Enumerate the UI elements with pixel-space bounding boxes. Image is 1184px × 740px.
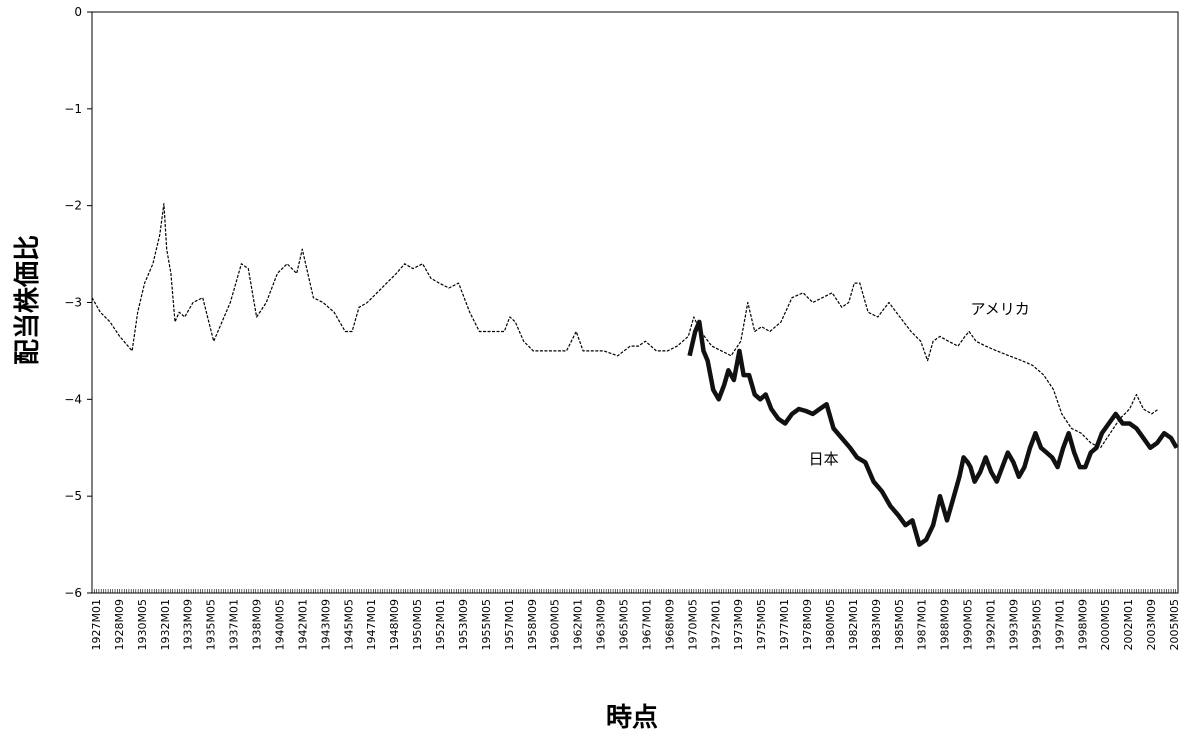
x-tick-label: 1927M01 xyxy=(90,599,103,650)
x-tick-label: 1942M01 xyxy=(296,599,309,650)
x-tick-label: 1997M01 xyxy=(1053,599,1066,650)
x-tick-label: 1987M01 xyxy=(916,599,929,650)
y-tick-label: 0 xyxy=(74,5,82,19)
x-tick-label: 1967M01 xyxy=(641,599,654,650)
x-tick-label: 1963M09 xyxy=(595,599,608,650)
x-tick-label: 1933M09 xyxy=(182,599,195,650)
x-tick-label: 1932M01 xyxy=(159,599,172,650)
series-lines xyxy=(92,204,1177,545)
x-tick-label: 1938M09 xyxy=(251,599,264,650)
x-tick-label: 1973M09 xyxy=(732,599,745,650)
x-tick-label: 1995M05 xyxy=(1030,599,1043,650)
x-tick-label: 1930M05 xyxy=(136,599,149,650)
x-tick-label: 2005M05 xyxy=(1168,599,1181,650)
x-tick-label: 1937M01 xyxy=(228,599,241,650)
x-tick-label: 1957M01 xyxy=(503,599,516,650)
x-tick-label: 1982M01 xyxy=(847,599,860,650)
y-tick-label: −3 xyxy=(64,296,82,310)
x-tick-label: 1978M09 xyxy=(801,599,814,650)
x-tick-label: 1980M05 xyxy=(824,599,837,650)
series-label-0: アメリカ xyxy=(971,300,1030,318)
x-tick-label: 2003M09 xyxy=(1145,599,1158,650)
x-tick-label: 1970M05 xyxy=(686,599,699,650)
series-label-1: 日本 xyxy=(809,450,839,468)
x-tick-label: 1950M05 xyxy=(411,599,424,650)
x-tick-label: 1968M09 xyxy=(663,599,676,650)
y-tick-label: −4 xyxy=(64,392,82,406)
y-axis: 0 −1 −2 −3 −4 −5 −6 xyxy=(64,5,92,600)
x-tick-label: 1988M09 xyxy=(939,599,952,650)
x-tick-label: 1958M09 xyxy=(526,599,539,650)
x-tick-label: 1960M05 xyxy=(549,599,562,650)
x-tick-label: 1983M09 xyxy=(870,599,883,650)
x-tick-label: 1992M01 xyxy=(985,599,998,650)
x-tick-label: 1990M05 xyxy=(962,599,975,650)
x-tick-label: 1948M09 xyxy=(388,599,401,650)
x-tick-label: 1943M09 xyxy=(319,599,332,650)
x-tick-label: 1977M01 xyxy=(778,599,791,650)
x-tick-label: 1972M01 xyxy=(709,599,722,650)
x-tick-label: 1947M01 xyxy=(365,599,378,650)
x-tick-label: 2002M01 xyxy=(1122,599,1135,650)
y-tick-label: −6 xyxy=(64,586,82,600)
x-tick-label: 1993M09 xyxy=(1007,599,1020,650)
x-tick-label: 1962M01 xyxy=(572,599,585,650)
x-tick-label: 1953M09 xyxy=(457,599,470,650)
y-axis-title: 配当株価比 xyxy=(13,235,43,365)
x-axis-title: 時点 xyxy=(606,702,658,733)
x-axis: 1927M01 1928M09 1930M05 1932M01 1933M09 1935M… xyxy=(90,589,1181,650)
y-tick-label: −5 xyxy=(64,489,82,503)
y-tick-label: −2 xyxy=(64,199,82,213)
series-line-1 xyxy=(690,322,1177,545)
x-tick-label: 1935M05 xyxy=(205,599,218,650)
x-tick-label: 1945M05 xyxy=(342,599,355,650)
x-tick-label: 1985M05 xyxy=(893,599,906,650)
x-tick-label: 1955M05 xyxy=(480,599,493,650)
x-tick-label: 1952M01 xyxy=(434,599,447,650)
y-tick-label: −1 xyxy=(64,102,82,116)
x-tick-label: 1928M09 xyxy=(113,599,126,650)
x-tick-label: 1965M05 xyxy=(618,599,631,650)
series-line-0 xyxy=(92,204,1159,448)
x-tick-label: 2000M05 xyxy=(1099,599,1112,650)
x-tick-label: 1975M05 xyxy=(755,599,768,650)
x-tick-label: 1998M09 xyxy=(1076,599,1089,650)
x-minor-ticks xyxy=(92,589,1178,593)
x-tick-label: 1940M05 xyxy=(274,599,287,650)
